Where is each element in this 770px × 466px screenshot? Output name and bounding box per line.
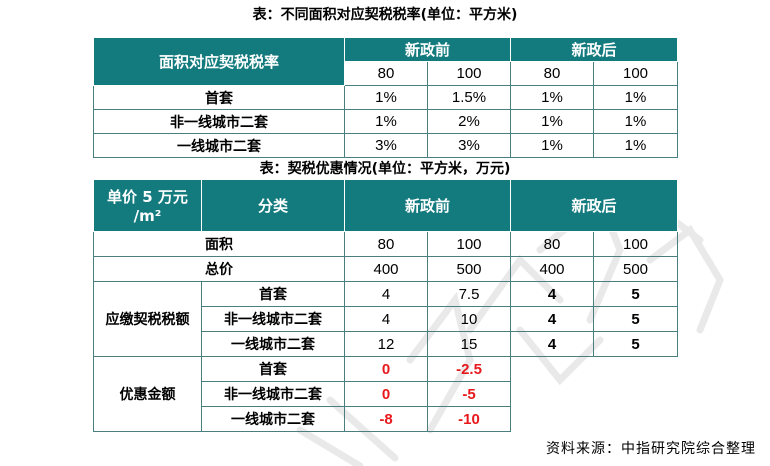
rate-cell: 3%	[426, 133, 512, 158]
discount-cell: -2.5	[426, 356, 512, 382]
table2-after-header: 新政后	[510, 179, 679, 232]
discount-cell: -5	[426, 381, 512, 407]
discount-cell: 0	[344, 381, 428, 407]
table1-header-label: 面积对应契税税率	[93, 37, 345, 86]
table1-area-cell: 80	[510, 61, 595, 86]
tax-cell: 10	[426, 306, 512, 332]
rate-cell: 1%	[593, 133, 679, 158]
row-label: 非一线城市二套	[93, 109, 345, 134]
row-label: 一线城市二套	[201, 331, 345, 357]
unit-price-line2: /m²	[133, 207, 162, 225]
source-note: 资料来源：中指研究院综合整理	[546, 441, 756, 457]
rate-cell: 1%	[593, 109, 679, 134]
table-row: 优惠金额 首套 0 -2.5	[93, 356, 678, 432]
rate-cell: 1%	[344, 85, 428, 110]
table2-title: 表：契税优惠情况(单位：平方米，万元)	[259, 161, 511, 177]
tax-cell: 4	[510, 331, 595, 357]
tax-cell: 5	[593, 331, 679, 357]
table1-area-cell: 80	[344, 61, 428, 86]
table-row: 首套 1% 1.5% 1% 1%	[93, 85, 679, 110]
row-label: 首套	[201, 356, 345, 382]
rate-cell: 1.5%	[426, 85, 512, 110]
discount-table: 单价 5 万元 /m² 分类 新政前 新政后 面积 80 100 80 100 …	[93, 179, 679, 432]
rate-cell: 3%	[344, 133, 428, 158]
category-header: 分类	[201, 179, 345, 232]
tax-cell: 5	[593, 281, 679, 307]
rate-cell: 1%	[510, 133, 595, 158]
unit-price-line1: 单价 5 万元	[107, 188, 188, 206]
area-cell: 100	[426, 231, 512, 257]
rate-cell: 1%	[344, 109, 428, 134]
table1-after-header: 新政后	[510, 37, 679, 62]
total-cell: 400	[344, 256, 428, 282]
discount-cell: -8	[344, 406, 428, 432]
tax-cell: 4	[344, 306, 428, 332]
area-row-label: 面积	[93, 231, 345, 257]
tax-rate-table: 面积对应契税税率 新政前 新政后 80 100 80 100 首套 1% 1.5…	[93, 37, 679, 158]
tax-cell: 12	[344, 331, 428, 357]
empty-cell	[511, 357, 678, 432]
discount-cell: -10	[426, 406, 512, 432]
row-label: 非一线城市二套	[201, 306, 345, 332]
table2-before-header: 新政前	[343, 179, 512, 232]
discount-group-label: 优惠金额	[93, 356, 202, 432]
rate-cell: 1%	[510, 109, 595, 134]
row-label: 首套	[93, 85, 345, 110]
tax-cell: 5	[593, 306, 679, 332]
row-label: 一线城市二套	[93, 133, 345, 158]
tax-cell: 7.5	[426, 281, 512, 307]
tax-cell: 4	[510, 306, 595, 332]
discount-cell: 0	[344, 356, 428, 382]
area-cell: 80	[510, 231, 595, 257]
row-label: 一线城市二套	[201, 406, 345, 432]
rate-cell: 2%	[426, 109, 512, 134]
row-label: 首套	[201, 281, 345, 307]
tax-cell: 4	[344, 281, 428, 307]
table-row: 非一线城市二套 1% 2% 1% 1%	[93, 109, 679, 134]
table1-area-cell: 100	[426, 61, 512, 86]
unit-price-header: 单价 5 万元 /m²	[93, 179, 202, 232]
tax-cell: 4	[510, 281, 595, 307]
area-cell: 80	[344, 231, 428, 257]
table-row: 一线城市二套 3% 3% 1% 1%	[93, 133, 679, 158]
total-row-label: 总价	[93, 256, 345, 282]
row-label: 非一线城市二套	[201, 381, 345, 407]
table1-before-header: 新政前	[343, 37, 512, 62]
tax-group-label: 应缴契税税额	[93, 281, 202, 357]
table-row: 应缴契税税额 首套 4 7.5 4 5	[93, 281, 679, 357]
tax-cell: 15	[426, 331, 512, 357]
table-row: 面积 80 100 80 100	[93, 231, 679, 257]
area-cell: 100	[593, 231, 679, 257]
table1-area-cell: 100	[593, 61, 679, 86]
total-cell: 500	[426, 256, 512, 282]
table1-title: 表：不同面积对应契税税率(单位：平方米)	[252, 7, 518, 23]
rate-cell: 1%	[593, 85, 679, 110]
rate-cell: 1%	[510, 85, 595, 110]
total-cell: 500	[593, 256, 679, 282]
table-row: 总价 400 500 400 500	[93, 256, 679, 282]
total-cell: 400	[510, 256, 595, 282]
